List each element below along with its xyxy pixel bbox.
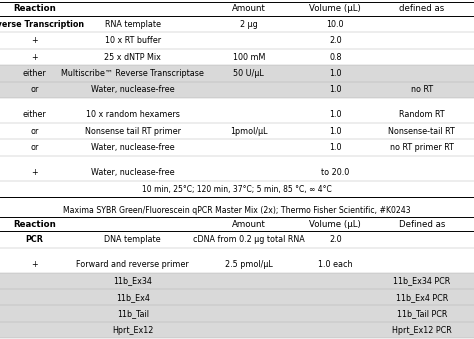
Text: Nonsense tail RT primer: Nonsense tail RT primer bbox=[85, 127, 181, 136]
Text: cDNA from 0.2 μg total RNA: cDNA from 0.2 μg total RNA bbox=[193, 235, 305, 244]
Text: 25 x dNTP Mix: 25 x dNTP Mix bbox=[104, 53, 161, 62]
Bar bbox=[0, 273, 474, 289]
Text: or: or bbox=[30, 85, 39, 95]
Text: either: either bbox=[23, 110, 46, 119]
Text: Multiscribe™ Reverse Transcriptase: Multiscribe™ Reverse Transcriptase bbox=[61, 69, 204, 78]
Text: or: or bbox=[30, 127, 39, 136]
Text: Reaction: Reaction bbox=[13, 220, 56, 228]
Text: Reaction: Reaction bbox=[13, 4, 56, 13]
Text: 1.0: 1.0 bbox=[329, 110, 342, 119]
Text: 0.8: 0.8 bbox=[329, 53, 342, 62]
Text: 2.0: 2.0 bbox=[329, 36, 342, 45]
Text: defined as: defined as bbox=[399, 4, 445, 13]
Text: 11b_Ex4 PCR: 11b_Ex4 PCR bbox=[396, 293, 448, 302]
Text: either: either bbox=[23, 69, 46, 78]
Text: 11b_Ex34 PCR: 11b_Ex34 PCR bbox=[393, 276, 450, 285]
Text: +: + bbox=[31, 168, 38, 177]
Text: 10 x RT buffer: 10 x RT buffer bbox=[105, 36, 161, 45]
Text: Water, nuclease-free: Water, nuclease-free bbox=[91, 168, 174, 177]
Text: to 20.0: to 20.0 bbox=[321, 168, 349, 177]
Text: RNA template: RNA template bbox=[105, 20, 161, 29]
Text: 1.0: 1.0 bbox=[329, 143, 342, 152]
Text: 11b_Ex4: 11b_Ex4 bbox=[116, 293, 150, 302]
Text: Amount: Amount bbox=[232, 4, 266, 13]
Bar bbox=[0, 82, 474, 98]
Text: Volume (μL): Volume (μL) bbox=[310, 4, 361, 13]
Text: 1.0: 1.0 bbox=[329, 127, 342, 136]
Bar bbox=[0, 65, 474, 82]
Text: 1pmol/μL: 1pmol/μL bbox=[230, 127, 268, 136]
Text: 100 mM: 100 mM bbox=[233, 53, 265, 62]
Text: 2.0: 2.0 bbox=[329, 235, 342, 244]
Text: +: + bbox=[31, 53, 38, 62]
Text: +: + bbox=[31, 36, 38, 45]
Text: 1.0: 1.0 bbox=[329, 69, 342, 78]
Text: 11b_Tail PCR: 11b_Tail PCR bbox=[397, 309, 447, 318]
Text: 2.5 pmol/μL: 2.5 pmol/μL bbox=[225, 260, 273, 269]
Text: +: + bbox=[31, 260, 38, 269]
Text: 50 U/μL: 50 U/μL bbox=[234, 69, 264, 78]
Text: 11b_Tail: 11b_Tail bbox=[117, 309, 149, 318]
Text: Reverse Transcription: Reverse Transcription bbox=[0, 20, 84, 29]
Text: 10 min, 25°C; 120 min, 37°C; 5 min, 85 °C, ∞ 4°C: 10 min, 25°C; 120 min, 37°C; 5 min, 85 °… bbox=[142, 184, 332, 194]
Text: 11b_Ex34: 11b_Ex34 bbox=[113, 276, 152, 285]
Text: Volume (μL): Volume (μL) bbox=[310, 220, 361, 228]
Text: 1.0: 1.0 bbox=[329, 85, 342, 95]
Text: 10 x random hexamers: 10 x random hexamers bbox=[86, 110, 180, 119]
Text: 1.0 each: 1.0 each bbox=[318, 260, 353, 269]
Text: Forward and reverse primer: Forward and reverse primer bbox=[76, 260, 189, 269]
Text: Hprt_Ex12: Hprt_Ex12 bbox=[112, 325, 154, 335]
Text: Random RT: Random RT bbox=[399, 110, 445, 119]
Text: Hprt_Ex12 PCR: Hprt_Ex12 PCR bbox=[392, 325, 452, 335]
Text: Maxima SYBR Green/Fluorescein qPCR Master Mix (2x); Thermo Fisher Scientific, #K: Maxima SYBR Green/Fluorescein qPCR Maste… bbox=[63, 206, 411, 215]
Text: DNA template: DNA template bbox=[104, 235, 161, 244]
Text: PCR: PCR bbox=[26, 235, 44, 244]
Bar bbox=[0, 305, 474, 322]
Bar bbox=[0, 322, 474, 338]
Text: or: or bbox=[30, 143, 39, 152]
Text: no RT primer RT: no RT primer RT bbox=[390, 143, 454, 152]
Text: no RT: no RT bbox=[411, 85, 433, 95]
Text: 2 μg: 2 μg bbox=[240, 20, 258, 29]
Text: Water, nuclease-free: Water, nuclease-free bbox=[91, 143, 174, 152]
Text: 10.0: 10.0 bbox=[327, 20, 344, 29]
Text: Nonsense-tail RT: Nonsense-tail RT bbox=[389, 127, 455, 136]
Bar bbox=[0, 289, 474, 305]
Text: Defined as: Defined as bbox=[399, 220, 445, 228]
Text: Amount: Amount bbox=[232, 220, 266, 228]
Text: Water, nuclease-free: Water, nuclease-free bbox=[91, 85, 174, 95]
